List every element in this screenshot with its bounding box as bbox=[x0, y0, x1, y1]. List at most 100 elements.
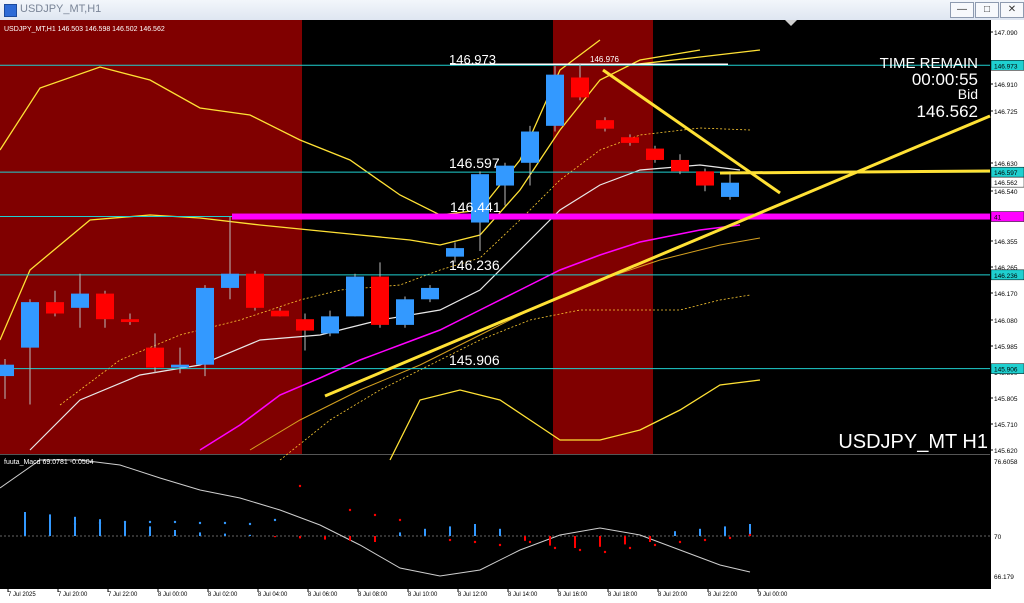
macd-dot bbox=[703, 538, 707, 542]
price-tick-label: 146.265 bbox=[994, 265, 1018, 272]
maximize-button[interactable]: □ bbox=[975, 2, 999, 18]
macd-dot bbox=[473, 540, 477, 544]
bear-candle bbox=[571, 77, 589, 98]
macd-dot bbox=[603, 550, 607, 554]
time-axis-bg bbox=[0, 589, 990, 598]
time-tick-label: 8 Jul 22:00 bbox=[708, 592, 738, 598]
bear-candle bbox=[246, 273, 264, 308]
bull-candle bbox=[721, 182, 739, 197]
macd-dot bbox=[728, 536, 732, 540]
bear-candle bbox=[96, 293, 114, 320]
time-tick-label: 8 Jul 00:00 bbox=[158, 592, 188, 598]
price-tag bbox=[990, 176, 1024, 188]
price-tick-label: 147.090 bbox=[994, 30, 1018, 37]
macd-dot bbox=[528, 540, 532, 544]
bear-candle bbox=[46, 302, 64, 314]
horizontal-trendline bbox=[719, 169, 991, 175]
macd-dot bbox=[653, 543, 657, 547]
price-tick-label: 146.170 bbox=[994, 291, 1018, 298]
level-label: 146.236 bbox=[449, 257, 500, 273]
bear-candle bbox=[271, 310, 289, 317]
time-remain-label: TIME REMAIN bbox=[880, 55, 978, 72]
price-tick-label: 146.630 bbox=[994, 161, 1018, 168]
macd-dot bbox=[578, 548, 582, 552]
time-tick-label: 9 Jul 00:00 bbox=[758, 592, 788, 598]
time-tick-label: 7 Jul 22:00 bbox=[108, 592, 138, 598]
macd-dot bbox=[448, 538, 452, 542]
bull-candle bbox=[221, 273, 239, 288]
price-tag bbox=[990, 363, 1024, 374]
close-button[interactable]: ✕ bbox=[1000, 2, 1024, 18]
level-label: 146.441 bbox=[450, 199, 501, 215]
price-tag bbox=[990, 269, 1024, 281]
time-remain-value: 00:00:55 bbox=[912, 70, 978, 89]
price-tick-label: 146.725 bbox=[994, 109, 1018, 116]
ma-orange-line bbox=[249, 237, 761, 451]
bull-candle bbox=[21, 302, 39, 348]
price-tag bbox=[990, 60, 1024, 71]
chart-header: USDJPY_MT,H1 146.503 146.598 146.502 146… bbox=[4, 26, 165, 33]
macd-dot bbox=[98, 521, 102, 525]
bull-candle bbox=[521, 131, 539, 163]
pink-zone-band bbox=[232, 213, 990, 220]
macd-dot bbox=[348, 508, 352, 512]
macd-header: fuuta_Macd 69.0781 -0.0504 bbox=[4, 459, 94, 466]
macd-dot bbox=[298, 484, 302, 488]
level-label: 145.906 bbox=[449, 352, 500, 368]
time-tick-label: 8 Jul 10:00 bbox=[408, 592, 438, 598]
price-tick-label: 145.620 bbox=[994, 448, 1018, 455]
price-tick-label: 146.080 bbox=[994, 318, 1018, 325]
session-shade-2 bbox=[553, 20, 653, 454]
macd-dot bbox=[173, 520, 177, 524]
price-tick-label: 145.985 bbox=[994, 344, 1018, 351]
bear-candle bbox=[121, 319, 139, 323]
chart-area[interactable]: 146.973 146.976 146.597 146.441 146.236 145.9… bbox=[0, 20, 1024, 598]
time-tick-label: 7 Jul 2025 bbox=[8, 592, 36, 598]
bid-label: Bid bbox=[958, 86, 978, 102]
macd-dot bbox=[73, 522, 77, 526]
window-titlebar: USDJPY_MT,H1 — □ ✕ bbox=[0, 0, 1024, 21]
bear-candle bbox=[296, 319, 314, 331]
time-tick-label: 8 Jul 20:00 bbox=[658, 592, 688, 598]
bull-candle bbox=[496, 165, 514, 186]
price-tag-label: 146.236 bbox=[994, 273, 1018, 280]
macd-dot bbox=[553, 546, 557, 550]
macd-dot bbox=[678, 540, 682, 544]
macd-dot bbox=[223, 521, 227, 525]
macd-tick-label: 76.6058 bbox=[994, 459, 1018, 466]
price-tick-label: 145.805 bbox=[994, 396, 1018, 403]
macd-tick-label: 66.179 bbox=[994, 574, 1014, 581]
window-title: USDJPY_MT,H1 bbox=[20, 3, 102, 15]
macd-dot bbox=[248, 522, 252, 526]
macd-dot bbox=[398, 518, 402, 522]
bear-candle bbox=[646, 148, 664, 160]
lower-dotted-line bbox=[279, 294, 751, 461]
price-axis-bg bbox=[990, 20, 1024, 598]
upper-band-line-2 bbox=[629, 49, 761, 66]
lower-band-line bbox=[389, 379, 761, 461]
level-label: 146.597 bbox=[449, 155, 500, 171]
macd-dot bbox=[273, 518, 277, 522]
price-tick-label: 146.355 bbox=[994, 239, 1018, 246]
bear-candle bbox=[596, 120, 614, 129]
middle-band-line bbox=[0, 49, 701, 341]
time-tick-label: 8 Jul 04:00 bbox=[258, 592, 288, 598]
price-tag-label: 145.906 bbox=[994, 367, 1018, 374]
minimize-button[interactable]: — bbox=[950, 2, 974, 18]
session-shade-1 bbox=[0, 20, 302, 454]
bear-candle bbox=[696, 171, 714, 186]
symbol-label: USDJPY_MT H1 bbox=[838, 431, 988, 453]
price-tag-label: 146.973 bbox=[994, 63, 1018, 70]
bull-candle bbox=[421, 287, 439, 300]
macd-dot bbox=[628, 546, 632, 550]
price-tick-label: 146.910 bbox=[994, 82, 1018, 89]
bull-candle bbox=[346, 276, 364, 317]
macd-dot bbox=[498, 543, 502, 547]
macd-panel-bg bbox=[0, 455, 990, 589]
time-tick-label: 8 Jul 14:00 bbox=[508, 592, 538, 598]
bull-candle bbox=[321, 316, 339, 334]
time-tick-label: 8 Jul 06:00 bbox=[308, 592, 338, 598]
price-chart[interactable]: 146.973 146.976 146.597 146.441 146.236 145.9… bbox=[0, 20, 1024, 598]
current-bar-marker bbox=[785, 20, 797, 26]
bear-candle bbox=[371, 276, 389, 325]
